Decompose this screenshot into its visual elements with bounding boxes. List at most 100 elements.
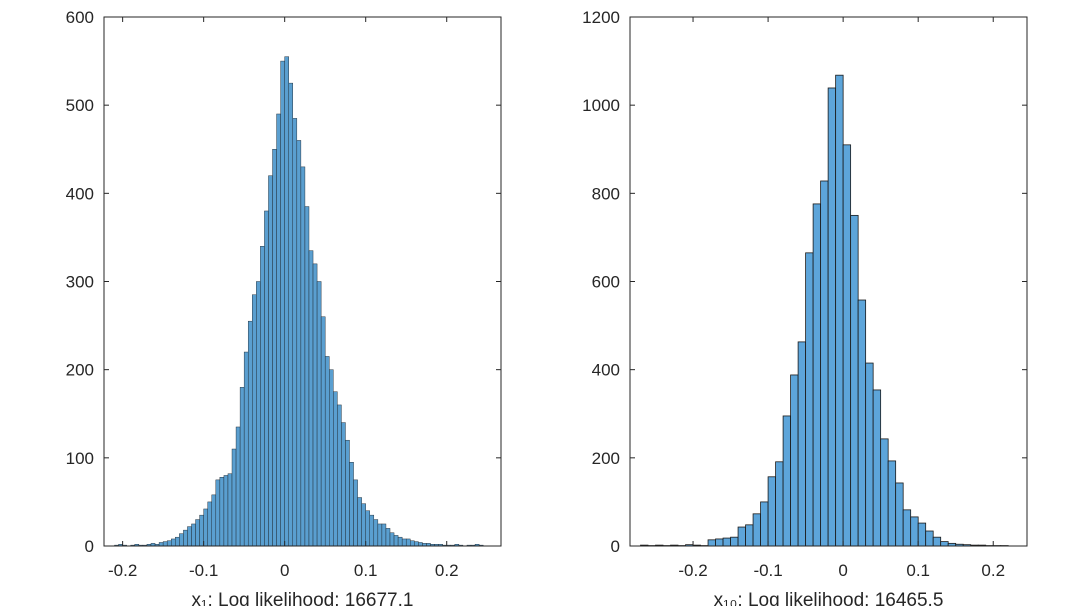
histogram-bar — [296, 140, 302, 546]
histogram-bar — [393, 535, 399, 546]
y-tick-label: 600 — [66, 8, 94, 27]
histogram-bar — [902, 509, 912, 546]
y-tick-label: 500 — [66, 96, 94, 115]
histogram-bar — [940, 541, 949, 546]
histogram-bar — [329, 369, 334, 546]
histogram-bar — [276, 113, 281, 546]
histogram-bar — [215, 479, 221, 546]
histogram-bar — [231, 448, 237, 546]
histogram-bar — [357, 497, 362, 546]
x-tick-label: 0.2 — [981, 561, 1005, 580]
histogram-bar — [361, 503, 366, 546]
histogram-bar — [320, 316, 326, 546]
histogram-bar — [880, 438, 889, 546]
histogram-bar — [887, 460, 897, 546]
x-tick-label: 0.1 — [354, 561, 378, 580]
histogram-bar — [345, 439, 350, 546]
bars-group — [640, 74, 1009, 546]
y-tick-label: 400 — [592, 361, 620, 380]
histogram-bar — [790, 374, 799, 546]
histogram-bar — [820, 180, 829, 546]
y-tick-label: 200 — [66, 361, 94, 380]
histogram-bar — [175, 536, 180, 546]
histogram-bar — [247, 320, 253, 546]
histogram-bar — [381, 523, 387, 546]
histogram-bar — [917, 522, 927, 546]
histogram-bar — [389, 532, 395, 546]
histogram-bar — [166, 540, 172, 546]
histogram-bar — [227, 473, 233, 546]
histogram-bar — [187, 526, 192, 546]
histogram-bar — [337, 404, 342, 546]
y-tick-label: 300 — [66, 273, 94, 292]
histogram-bar — [223, 475, 229, 546]
histogram-bar — [191, 523, 196, 546]
histogram-bar — [910, 516, 919, 546]
histogram-bar — [292, 118, 298, 546]
histogram-bar — [158, 542, 164, 546]
histogram-bar — [925, 530, 934, 546]
histogram-bar — [219, 477, 225, 546]
histogram-bar — [707, 539, 716, 546]
histogram-bar — [401, 538, 407, 546]
y-tick-label: 1000 — [582, 96, 620, 115]
histogram-bar — [203, 508, 208, 546]
histogram-bar — [397, 536, 403, 546]
histogram-bar — [199, 514, 204, 546]
histogram-bar — [865, 362, 874, 546]
histogram-bar — [349, 462, 354, 546]
histogram-bar — [304, 206, 310, 546]
histogram-bar — [268, 175, 273, 546]
histogram-bar — [183, 529, 188, 546]
histogram-bar — [316, 281, 322, 546]
histogram-bar — [324, 356, 330, 546]
histogram-bar — [235, 426, 241, 546]
histogram-bar — [341, 422, 346, 546]
x-tick-label: 0 — [838, 561, 847, 580]
y-tick-label: 0 — [85, 537, 94, 556]
y-tick-label: 1200 — [582, 8, 620, 27]
histogram-bar — [730, 536, 739, 546]
histogram-bar — [745, 524, 754, 546]
histogram-bar — [418, 542, 423, 546]
histogram-bar — [373, 519, 379, 546]
y-tick-label: 0 — [611, 537, 620, 556]
histogram-bar — [171, 538, 176, 546]
histogram-bar — [353, 479, 358, 546]
histogram-bar — [264, 210, 269, 546]
histogram-bar — [414, 541, 419, 546]
y-tick-label: 100 — [66, 449, 94, 468]
histogram-bar — [385, 528, 391, 546]
histogram-bar — [752, 513, 761, 546]
histogram-bar — [827, 87, 837, 546]
histogram-panel-1: 0 100 200 300 400 500 600 -0.2 -0.1 0 0.1 0.2 x₁: Lo… — [66, 8, 502, 606]
histogram-bar — [722, 537, 731, 546]
histogram-bar — [872, 389, 882, 546]
histogram-bar — [767, 476, 776, 546]
histogram-bar — [211, 494, 217, 546]
histogram-bar — [243, 351, 249, 546]
x-tick-label: -0.2 — [678, 561, 707, 580]
x-tick-label: -0.2 — [108, 561, 137, 580]
histogram-bar — [715, 538, 724, 546]
histogram-bar — [932, 536, 942, 546]
histogram-bar — [850, 214, 859, 546]
histogram-bar — [797, 341, 807, 546]
x-tick-label: 0.2 — [435, 561, 459, 580]
histogram-bar — [410, 540, 415, 546]
histogram-bar — [256, 281, 261, 546]
histogram-bar — [365, 510, 370, 546]
histogram-bar — [760, 501, 769, 546]
x-axis-label: x₁: Log likelihood: 16677.1 — [192, 590, 414, 606]
histogram-bar — [782, 415, 792, 546]
y-tick-label: 200 — [592, 449, 620, 468]
histogram-bar — [300, 166, 306, 546]
x-axis-label: x₁₀: Log likelihood: 16465.5 — [714, 590, 944, 606]
histogram-bar — [195, 519, 200, 546]
histogram-bar — [308, 250, 314, 546]
y-tick-label: 600 — [592, 273, 620, 292]
histogram-panel-2: 0 200 400 600 800 1000 1200 -0.2 -0.1 0 0.1 0.2 x₁₀:… — [582, 8, 1028, 606]
histogram-bar — [162, 541, 168, 546]
histogram-bar — [260, 246, 265, 546]
